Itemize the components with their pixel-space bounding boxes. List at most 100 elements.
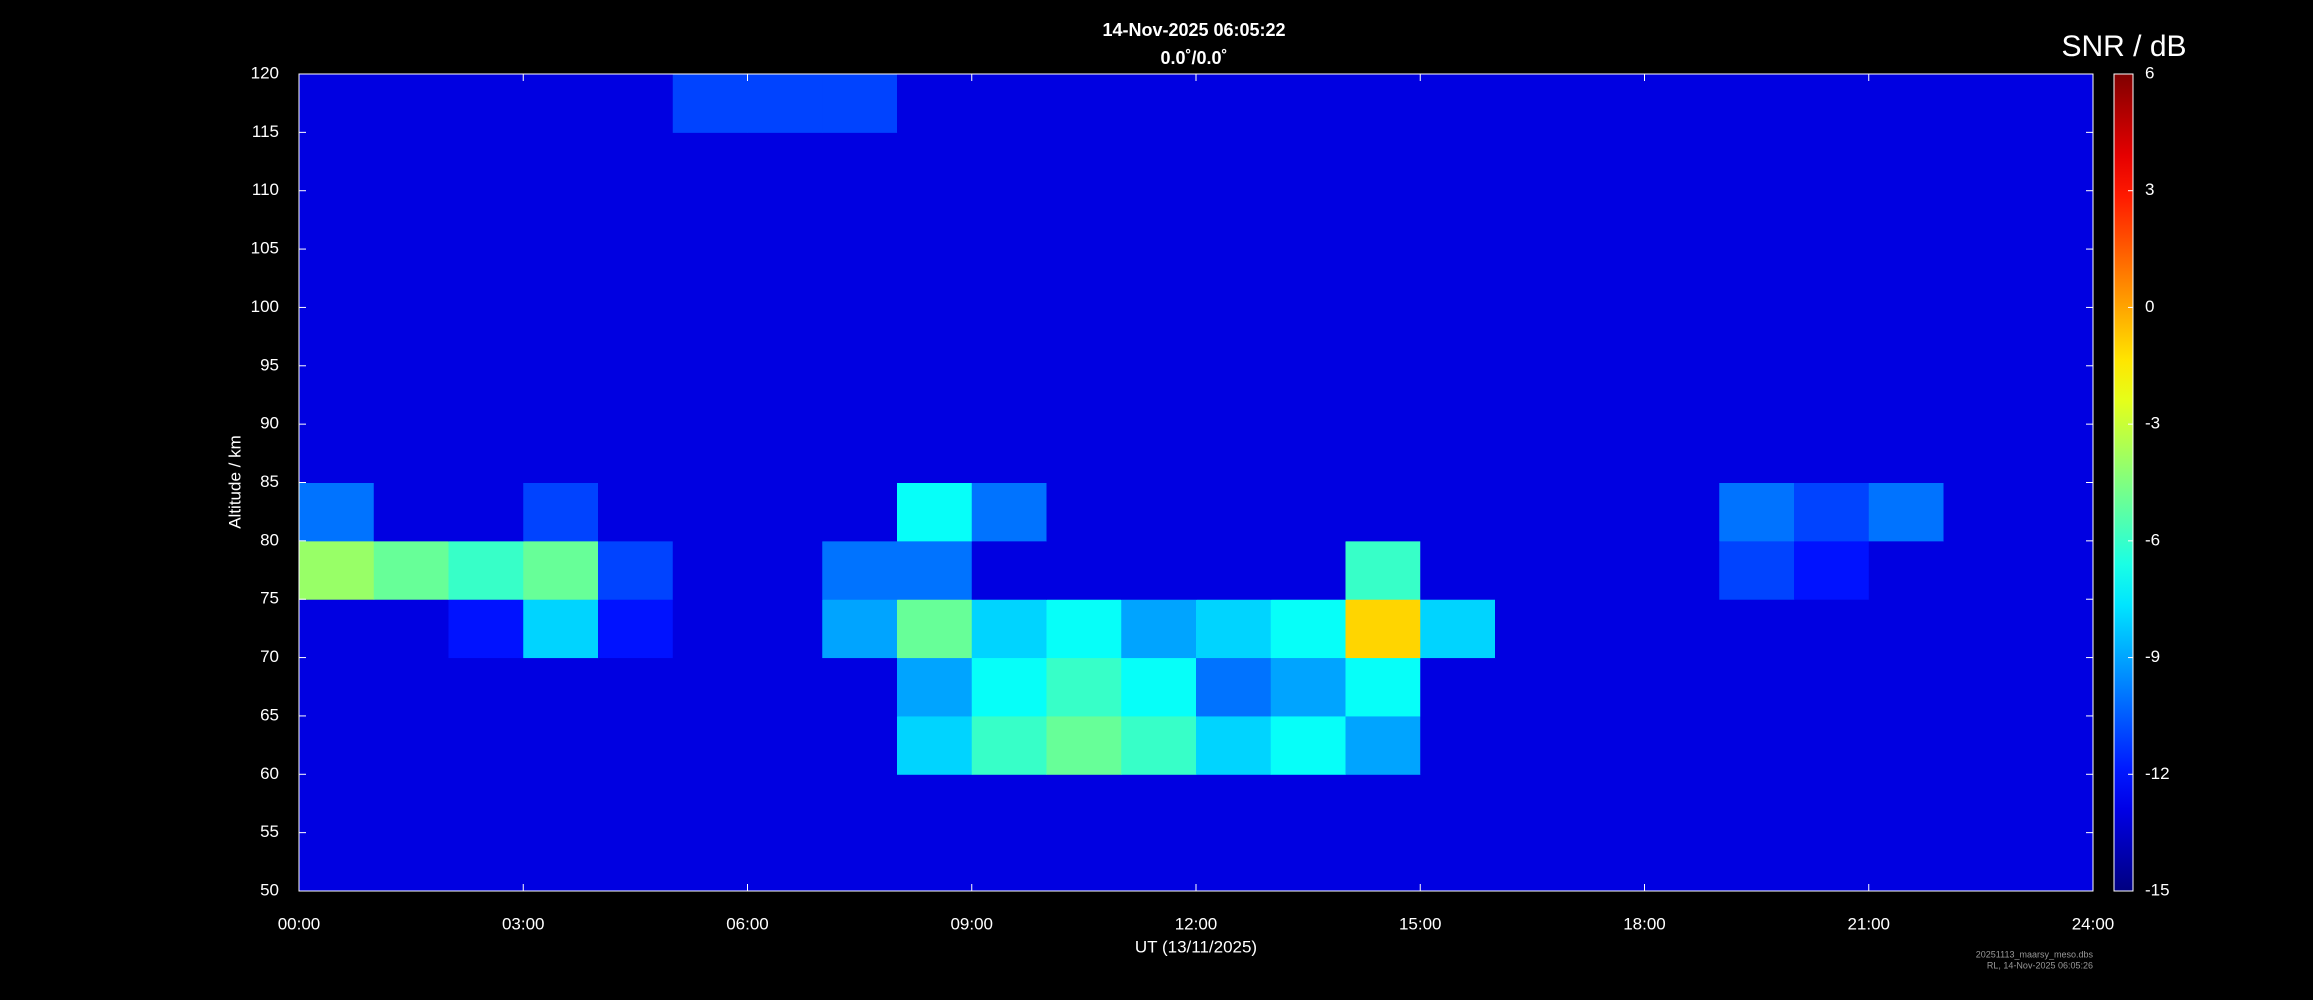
heatmap-cell (747, 715, 823, 775)
heatmap-cell (523, 599, 599, 659)
heatmap-cell (1943, 599, 2019, 659)
colorbar-tick-label: -12 (2145, 764, 2170, 783)
heatmap-cell (1719, 74, 1795, 133)
heatmap-cell (1196, 540, 1272, 600)
heatmap-cell (1943, 774, 2019, 834)
heatmap-cell (1943, 482, 2019, 542)
heatmap-cell (1495, 424, 1571, 483)
y-tick-label: 110 (252, 180, 279, 199)
heatmap-cell (1495, 832, 1571, 892)
heatmap-cell (448, 599, 524, 659)
heatmap-cell (971, 774, 1047, 834)
heatmap-cell (1644, 307, 1720, 367)
heatmap-cell (1868, 482, 1944, 542)
heatmap-cell (1569, 365, 1645, 425)
x-tick-label: 00:00 (278, 914, 321, 933)
heatmap-cell (1644, 657, 1720, 717)
heatmap-cell (897, 132, 973, 192)
heatmap-cell (373, 599, 449, 659)
heatmap-cell (897, 832, 973, 892)
y-tick-label: 115 (252, 122, 279, 141)
heatmap-cell (598, 774, 674, 834)
heatmap-cell (897, 365, 973, 425)
heatmap-cell (1121, 74, 1197, 133)
heatmap-cell (598, 307, 674, 367)
heatmap-cell (1794, 307, 1870, 367)
heatmap-cell (1420, 540, 1496, 600)
heatmap-cell (1420, 424, 1496, 483)
heatmap-cell (1121, 715, 1197, 775)
heatmap-cell (1196, 599, 1272, 659)
heatmap-cell (1046, 132, 1122, 192)
heatmap-cell (1121, 540, 1197, 600)
heatmap-cell (1495, 249, 1571, 308)
heatmap-cell (1345, 249, 1421, 308)
y-tick-label: 105 (251, 239, 279, 258)
heatmap-cell (672, 190, 748, 250)
heatmap-cell (2018, 365, 2094, 425)
heatmap-cell (1868, 74, 1944, 133)
heatmap-cell (1270, 832, 1346, 892)
heatmap-cell (1644, 424, 1720, 483)
heatmap-cell (373, 657, 449, 717)
heatmap-cell (1495, 74, 1571, 133)
heatmap-cell (971, 832, 1047, 892)
heatmap-cell (1046, 424, 1122, 483)
heatmap-cell (897, 307, 973, 367)
heatmap-cell (448, 365, 524, 425)
y-tick-label: 60 (260, 764, 279, 783)
y-tick-label: 80 (260, 530, 279, 549)
heatmap-cell (523, 424, 599, 483)
heatmap-cell (897, 74, 973, 133)
x-tick-label: 18:00 (1623, 914, 1666, 933)
heatmap-cell (1719, 190, 1795, 250)
heatmap-cell (1644, 832, 1720, 892)
heatmap-cell (1495, 365, 1571, 425)
heatmap-cell (1868, 540, 1944, 600)
heatmap-cell (1868, 307, 1944, 367)
heatmap-cell (672, 657, 748, 717)
heatmap-cell (1868, 424, 1944, 483)
heatmap-cell (299, 74, 375, 133)
colorbar-tick-label: 0 (2145, 297, 2154, 316)
heatmap-cell (747, 132, 823, 192)
heatmap-cell (822, 424, 898, 483)
heatmap-cell (373, 74, 449, 133)
heatmap-cell (1121, 774, 1197, 834)
heatmap-cell (1644, 540, 1720, 600)
heatmap-cell (1046, 832, 1122, 892)
heatmap-cell (2018, 424, 2094, 483)
x-axis-label: UT (13/11/2025) (1135, 937, 1257, 956)
heatmap-cell (2018, 599, 2094, 659)
heatmap-cell (523, 482, 599, 542)
heatmap-cell (598, 540, 674, 600)
heatmap-cell (1794, 190, 1870, 250)
heatmap-cell (1121, 365, 1197, 425)
heatmap-cell (822, 74, 898, 133)
heatmap-cell (1420, 74, 1496, 133)
heatmap-cell (1121, 190, 1197, 250)
heatmap-cell (1719, 249, 1795, 308)
heatmap-cell (672, 774, 748, 834)
heatmap-cell (598, 599, 674, 659)
heatmap-cell (373, 774, 449, 834)
heatmap-cell (299, 190, 375, 250)
heatmap-cell (897, 715, 973, 775)
heatmap-cell (1794, 774, 1870, 834)
heatmap-cell (1719, 540, 1795, 600)
heatmap-cell (523, 249, 599, 308)
heatmap-cell (1196, 190, 1272, 250)
colorbar-label: SNR / dB (2061, 30, 2186, 63)
heatmap-cell (1794, 365, 1870, 425)
heatmap-cell (373, 190, 449, 250)
heatmap-cell (1270, 482, 1346, 542)
heatmap-cell (1868, 715, 1944, 775)
heatmap-cell (2018, 482, 2094, 542)
heatmap-cell (1121, 307, 1197, 367)
heatmap-cell (822, 715, 898, 775)
heatmap-cell (523, 307, 599, 367)
heatmap-cell (1046, 365, 1122, 425)
x-tick-label: 24:00 (2072, 914, 2115, 933)
heatmap-cell (1270, 424, 1346, 483)
heatmap-cell (2018, 249, 2094, 308)
